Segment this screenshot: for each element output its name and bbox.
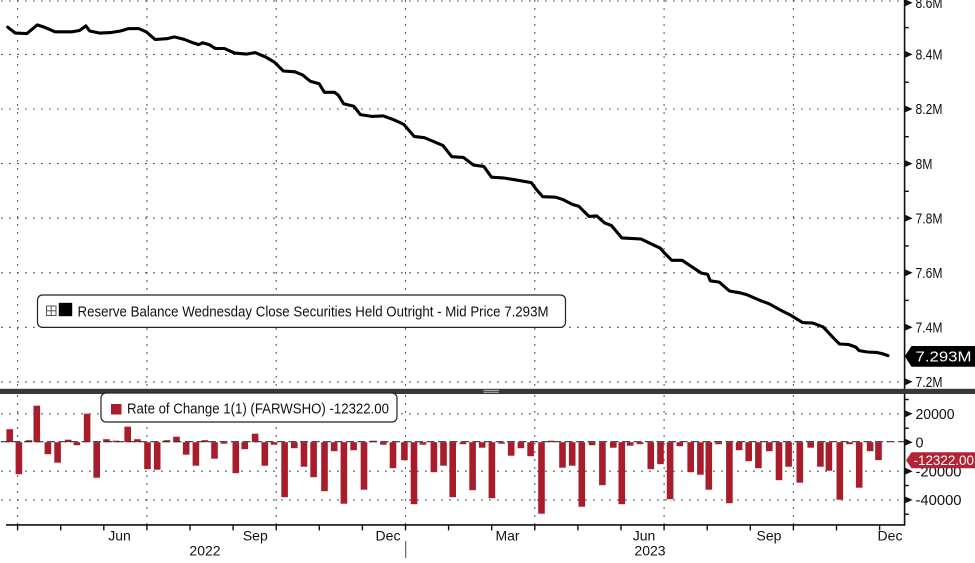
svg-text:Sep: Sep — [243, 528, 268, 544]
svg-text:8.4M: 8.4M — [916, 48, 943, 64]
svg-text:Rate of Change 1(1) (FARWSHO): Rate of Change 1(1) (FARWSHO) -12322.00 — [127, 401, 389, 418]
svg-text:8.6M: 8.6M — [916, 0, 943, 12]
svg-text:8M: 8M — [916, 157, 933, 173]
svg-text:7.2M: 7.2M — [916, 375, 943, 391]
svg-text:7.4M: 7.4M — [916, 320, 943, 336]
svg-text:Mar: Mar — [495, 528, 519, 544]
svg-text:2023: 2023 — [634, 543, 665, 559]
svg-text:7.6M: 7.6M — [916, 266, 943, 282]
svg-text:-12322.00: -12322.00 — [914, 452, 975, 468]
svg-text:Sep: Sep — [757, 528, 782, 544]
svg-text:7.293M: 7.293M — [916, 349, 972, 365]
svg-text:Reserve Balance Wednesday Clos: Reserve Balance Wednesday Close Securiti… — [78, 304, 549, 321]
svg-text:2022: 2022 — [189, 543, 220, 559]
svg-text:Dec: Dec — [878, 528, 903, 544]
svg-text:Dec: Dec — [376, 528, 401, 544]
svg-text:0: 0 — [916, 435, 924, 451]
svg-text:Jun: Jun — [108, 528, 131, 544]
svg-text:-20000: -20000 — [916, 464, 962, 480]
svg-text:-40000: -40000 — [916, 493, 962, 509]
svg-text:8.2M: 8.2M — [916, 102, 943, 118]
svg-text:20000: 20000 — [916, 407, 955, 423]
svg-text:Jun: Jun — [633, 528, 656, 544]
svg-text:7.8M: 7.8M — [916, 211, 943, 227]
